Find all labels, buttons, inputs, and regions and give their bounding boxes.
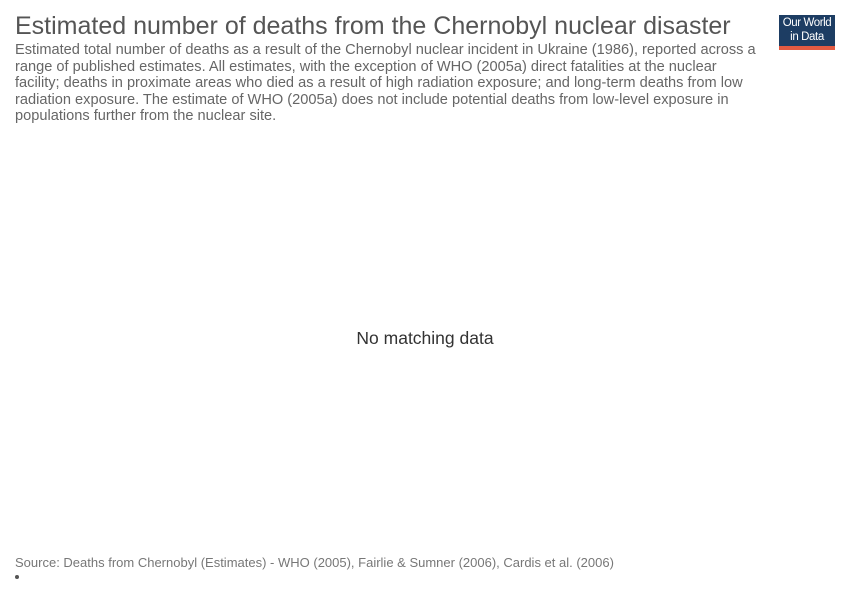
chart-title: Estimated number of deaths from the Cher… — [15, 12, 731, 40]
logo-line-1: Our World — [782, 17, 832, 29]
chart-area: No matching data — [15, 130, 835, 550]
no-data-message: No matching data — [356, 328, 494, 348]
source-note: Source: Deaths from Chernobyl (Estimates… — [15, 555, 614, 570]
chart-subtitle: Estimated total number of deaths as a re… — [15, 42, 756, 124]
chart-header: Estimated number of deaths from the Cher… — [15, 10, 760, 125]
footer-dot — [15, 575, 19, 579]
logo-line-2: in Data — [790, 30, 824, 43]
our-world-in-data-logo[interactable]: Our World in Data — [779, 15, 835, 50]
